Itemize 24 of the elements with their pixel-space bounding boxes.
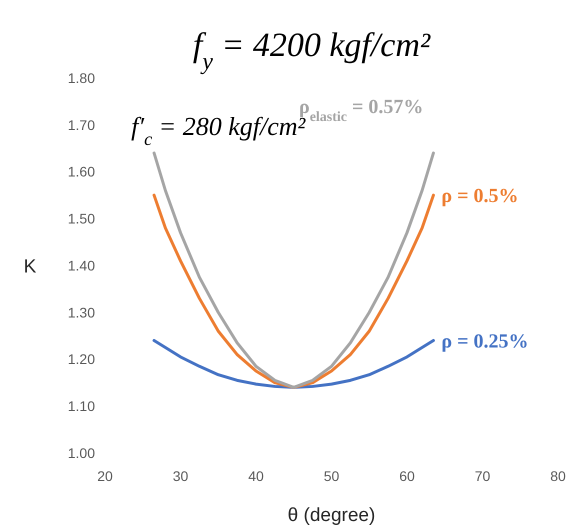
x-tick-label: 40 bbox=[248, 468, 264, 484]
y-tick-label: 1.20 bbox=[68, 351, 96, 368]
x-tick-label: 70 bbox=[474, 468, 490, 484]
x-tick-label: 30 bbox=[172, 468, 188, 484]
y-tick-label: 1.50 bbox=[68, 210, 96, 227]
y-tick-label: 1.30 bbox=[68, 304, 96, 320]
line-series bbox=[152, 152, 435, 389]
y-tick-label: 1.10 bbox=[68, 398, 96, 414]
y-tick-label: 1.40 bbox=[68, 257, 96, 274]
x-tick-label: 60 bbox=[399, 468, 415, 484]
x-tick-label: 50 bbox=[324, 468, 340, 484]
series-label: ρ = 0.5% bbox=[441, 185, 519, 208]
x-axis-title: θ (degree) bbox=[288, 505, 376, 526]
y-tick-label: 1.00 bbox=[68, 444, 96, 461]
x-tick-label: 20 bbox=[97, 468, 113, 484]
y-tick-label: 1.70 bbox=[68, 116, 96, 133]
x-tick-label: 80 bbox=[550, 468, 566, 484]
y-tick-label: 1.80 bbox=[68, 70, 96, 86]
line-series bbox=[152, 194, 435, 389]
y-axis-title: K bbox=[24, 256, 37, 278]
line-series bbox=[152, 339, 435, 389]
series-label: ρ = 0.25% bbox=[441, 330, 529, 352]
chart-title: f$_{y}$ = 4200 kgf/cm² bbox=[192, 27, 431, 75]
y-tick-label: 1.60 bbox=[68, 164, 96, 180]
